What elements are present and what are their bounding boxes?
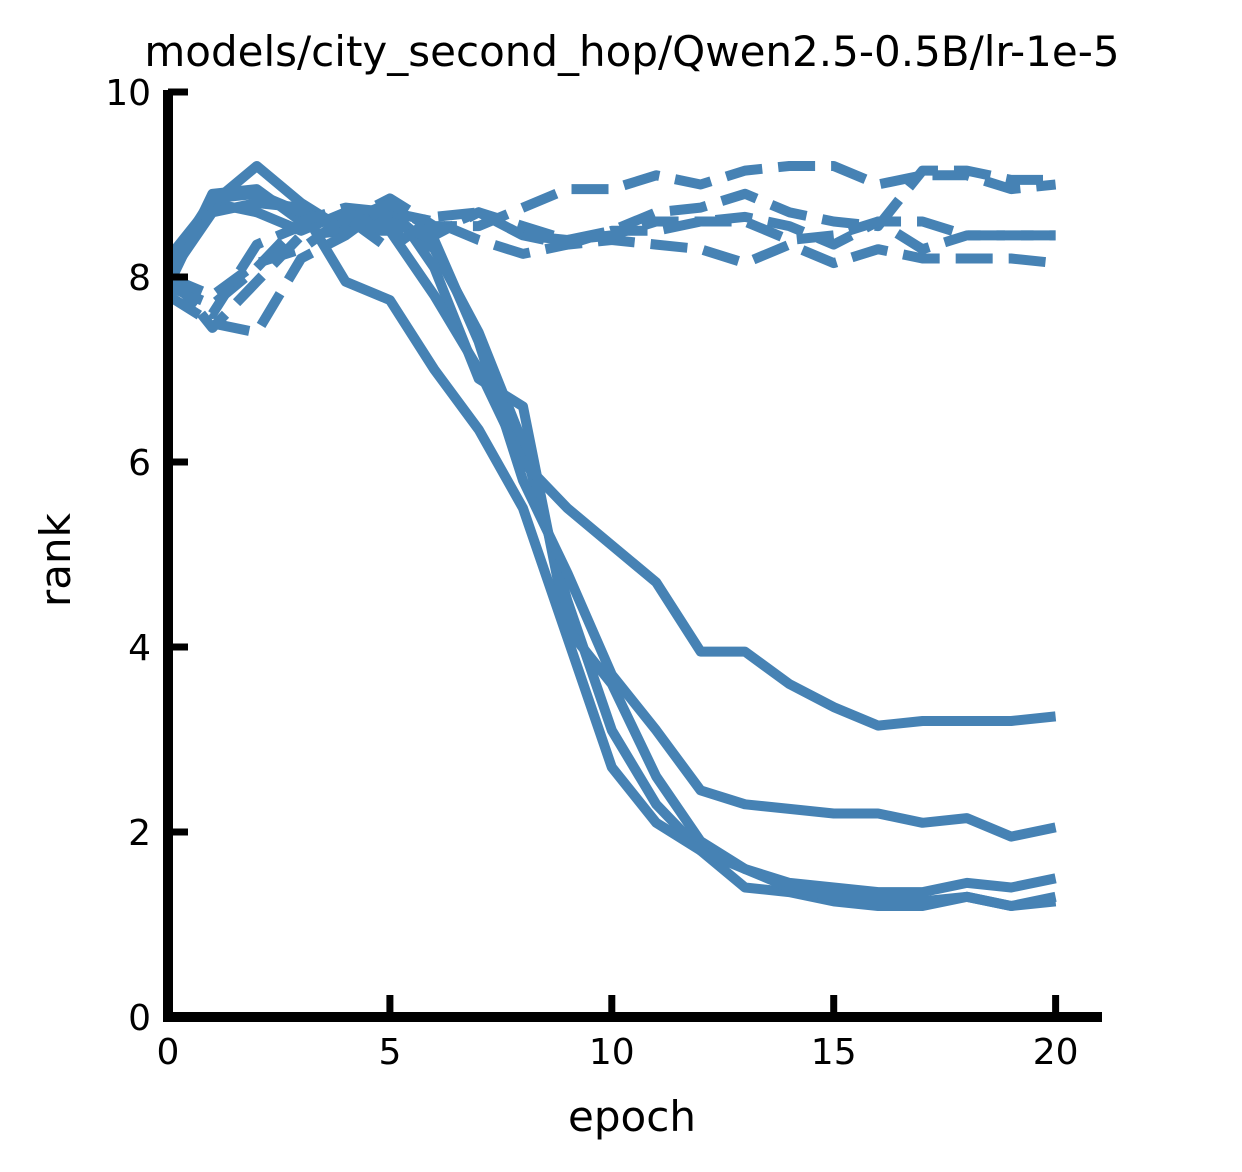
y-ticks: 0 2 4 6 8 10 bbox=[105, 73, 188, 1039]
solid-series-line-1 bbox=[163, 161, 1057, 911]
solid-series-line-3 bbox=[164, 198, 1057, 731]
y-axis-label: rank bbox=[31, 512, 80, 607]
x-tick-label: 10 bbox=[589, 1032, 635, 1073]
y-tick-label: 4 bbox=[128, 628, 151, 669]
y-tick-label: 10 bbox=[105, 73, 151, 114]
y-tick-label: 8 bbox=[128, 258, 151, 299]
x-tick-label: 15 bbox=[811, 1032, 857, 1073]
x-axis-label: epoch bbox=[568, 1092, 696, 1141]
x-tick-label: 20 bbox=[1033, 1032, 1079, 1073]
x-tick-label: 0 bbox=[157, 1032, 180, 1073]
x-ticks: 0 5 10 15 20 bbox=[157, 995, 1079, 1073]
chart-title: models/city_second_hop/Qwen2.5-0.5B/lr-1… bbox=[144, 27, 1119, 76]
solid-series-line-4 bbox=[163, 188, 1057, 842]
x-tick-label: 5 bbox=[378, 1032, 401, 1073]
y-tick-label: 0 bbox=[128, 998, 151, 1039]
dashed-series-line-10 bbox=[166, 207, 1056, 301]
series-layer bbox=[163, 161, 1057, 911]
y-tick-label: 2 bbox=[128, 813, 151, 854]
y-tick-label: 6 bbox=[128, 443, 151, 484]
dashed-series-line-7 bbox=[165, 161, 1057, 319]
